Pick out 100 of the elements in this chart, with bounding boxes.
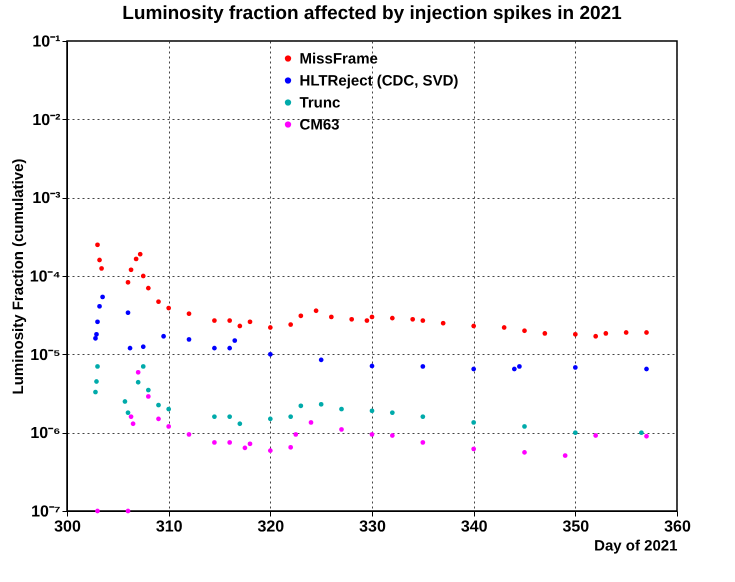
point [126,310,130,316]
point [370,364,374,368]
point [161,334,166,339]
point [644,434,649,439]
point [95,508,100,514]
point [212,318,217,323]
point [94,379,99,384]
point [242,446,248,450]
point [212,414,217,420]
point [146,286,151,290]
point [248,442,252,446]
point [126,410,130,416]
legend-label: Trunc [300,94,340,112]
x-tick-label: 340 [460,518,488,536]
point [186,337,192,342]
point [440,320,446,326]
point [212,440,217,445]
point [268,325,273,330]
y-tick-label: 10⁻⁶ [30,425,60,442]
point [288,322,294,327]
point [298,404,304,408]
point [572,332,578,337]
point [420,318,426,323]
point [126,280,130,285]
point [593,433,598,438]
point [390,316,395,320]
y-tick-label: 10⁻⁵ [30,346,60,364]
point [146,388,151,392]
point [522,328,527,334]
point [186,311,192,316]
point [420,414,426,420]
x-axis-title: Day of 2021 [594,538,678,554]
point [126,508,130,514]
point [122,399,128,404]
point [639,430,644,436]
point [471,324,476,328]
y-axis-title: Luminosity Fraction (cumulative) [10,158,27,394]
point [328,314,334,320]
point [237,324,242,328]
point [644,366,649,372]
point [95,319,100,324]
point [140,344,146,350]
point [471,366,476,372]
point [227,414,232,420]
point [97,258,102,262]
point [95,242,100,248]
point [512,366,517,372]
point [94,332,99,337]
point [298,314,304,318]
point [293,432,298,437]
point [308,420,314,425]
point [364,318,370,323]
point [314,308,318,314]
point [420,440,426,445]
point [166,306,172,310]
point [522,450,527,455]
point [349,316,354,322]
legend-label: HLTReject (CDC, SVD) [300,72,458,90]
point [522,424,527,429]
point [227,440,232,445]
point [99,266,104,271]
point [644,330,649,335]
point [93,336,98,341]
y-tick-label: 10⁻³ [32,190,60,208]
point [95,364,100,369]
point [134,256,138,262]
point [542,331,548,336]
point [136,370,141,375]
point [471,446,476,452]
y-tick-label: 10⁻⁴ [30,268,61,286]
point [97,304,102,309]
point [593,334,598,339]
point [227,318,232,323]
point [339,406,344,412]
x-tick-label: 310 [156,518,183,536]
point [572,365,578,370]
point [128,414,134,420]
point [237,421,242,426]
point [128,267,134,272]
point [370,432,374,437]
point [288,414,294,420]
point [156,402,161,408]
chart-title: Luminosity fraction affected by injection spikes in 2021 [122,3,622,24]
x-tick-label: 330 [359,518,386,536]
point [562,453,568,458]
point [420,364,426,369]
point [390,410,395,416]
x-tick-label: 320 [257,518,284,536]
point [130,421,136,426]
point [212,346,217,350]
point [138,252,143,257]
x-tick-label: 360 [664,518,691,536]
x-tick-label: 350 [562,518,590,536]
point [140,274,146,278]
point [471,420,476,425]
point [166,424,172,429]
y-tick-label: 10⁻¹ [32,34,60,50]
point [410,316,416,322]
point [248,319,252,324]
point [140,364,146,369]
